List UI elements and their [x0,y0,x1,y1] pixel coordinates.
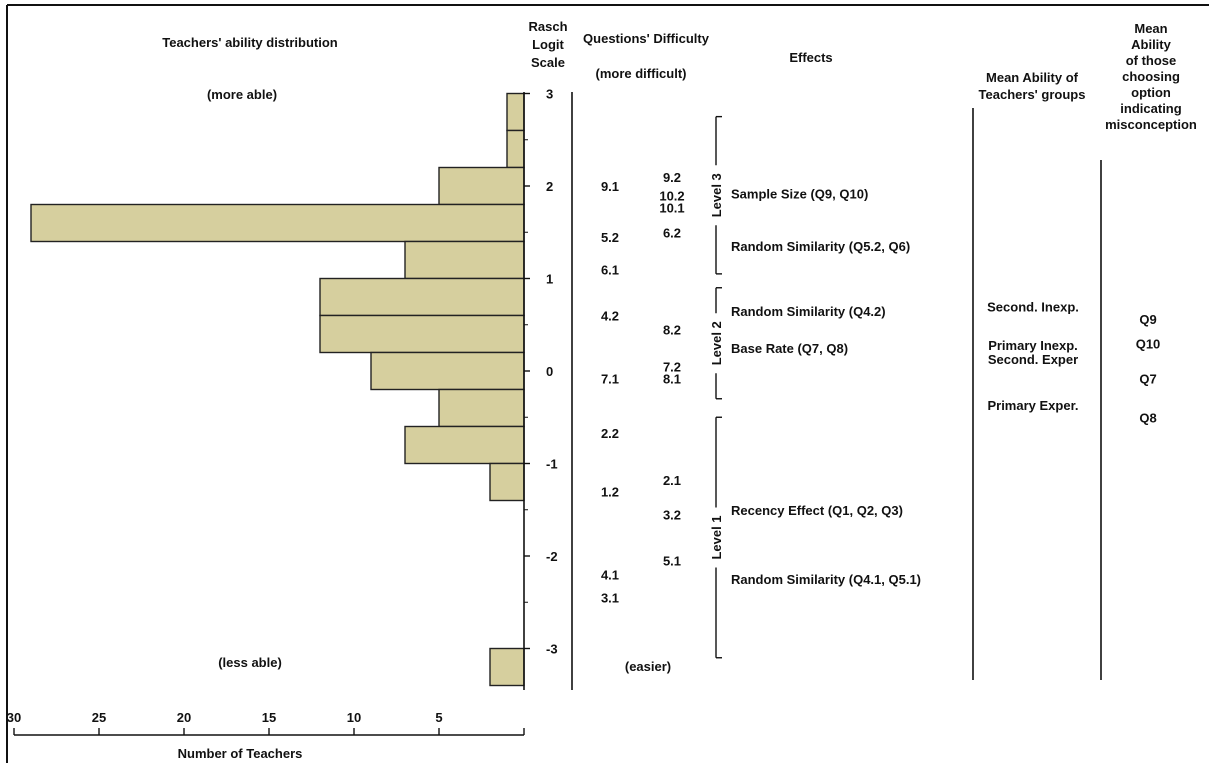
difficulty-item: 8.1 [663,371,681,386]
histogram-bar-4 [404,240,525,280]
difficulty-item: 7.2 [663,359,681,374]
groups-title-line: Teachers' groups [979,87,1086,102]
difficulty-item: 5.1 [663,554,681,569]
logit-tick-label: 1 [546,272,553,287]
histogram-bars [30,92,525,687]
histogram-bar-9 [404,425,525,465]
histogram-bar-2 [438,166,525,206]
difficulty-item: 9.2 [663,170,681,185]
count-tick-label: 20 [177,710,191,725]
count-tick-label: 10 [347,710,361,725]
difficulty-bottom-note: (easier) [625,659,671,674]
effects-title: Effects [789,50,832,65]
less-able-note: (less able) [218,655,282,670]
difficulty-title: Questions' Difficulty [583,31,710,46]
difficulty-item: 8.2 [663,322,681,337]
logit-tick-label: 0 [546,364,553,379]
misconception-item: Q10 [1136,336,1161,351]
effect-item: Recency Effect (Q1, Q2, Q3) [731,503,903,518]
difficulty-item: 2.2 [601,426,619,441]
histogram-bar-5 [319,277,525,317]
effect-item: Random Similarity (Q4.2) [731,304,886,319]
histogram-bar-1 [506,129,525,169]
logit-tick-label: 2 [546,179,553,194]
logit-tick-label: 3 [546,87,553,102]
x-axis-label: Number of Teachers [178,746,303,761]
level-label-2: Level 2 [709,321,724,365]
rasch-header-line: Logit [532,37,564,52]
difficulty-item: 5.2 [601,230,619,245]
count-tick-label: 25 [92,710,106,725]
rasch-header-line: Scale [531,55,565,70]
level-label-1: Level 1 [709,515,724,559]
logit-tick-label: -1 [546,457,558,472]
logit-tick-label: -3 [546,642,558,657]
difficulty-item: 4.2 [601,309,619,324]
misconception-item: Q8 [1139,410,1156,425]
group-item: Primary Inexp. [988,338,1078,353]
group-item: Second. Exper [988,352,1078,367]
level-label-3: Level 3 [709,173,724,217]
count-tick-label: 5 [435,710,442,725]
histogram-bar-6 [319,314,525,354]
effect-item: Sample Size (Q9, Q10) [731,186,868,201]
difficulty-item: 1.2 [601,484,619,499]
misconception-title-line: of those [1126,53,1177,68]
misconception-title-line: indicating [1120,101,1181,116]
histogram-bar-0 [506,92,525,132]
rasch-header-line: Rasch [528,19,567,34]
difficulty-item: 10.1 [659,200,684,215]
logit-tick-label: -2 [546,549,558,564]
group-item: Second. Inexp. [987,299,1079,314]
difficulty-item: 7.1 [601,371,619,386]
axes [6,4,1209,763]
difficulty-item: 3.1 [601,591,619,606]
misconception-title-line: Mean [1134,21,1167,36]
difficulty-top-note: (more difficult) [596,66,687,81]
histogram-bar-10 [489,462,525,502]
difficulty-item: 6.1 [601,262,619,277]
effect-item: Random Similarity (Q4.1, Q5.1) [731,572,921,587]
count-tick-label: 15 [262,710,276,725]
difficulty-item: 9.1 [601,179,619,194]
effect-item: Random Similarity (Q5.2, Q6) [731,239,910,254]
more-able-note: (more able) [207,87,277,102]
groups-title-line: Mean Ability of [986,70,1079,85]
histogram-bar-3 [30,203,525,243]
misconception-title-line: option [1131,85,1171,100]
histogram-bar-8 [438,388,525,428]
misconception-title-line: choosing [1122,69,1180,84]
difficulty-item: 6.2 [663,225,681,240]
misconception-title-line: misconception [1105,117,1197,132]
misconception-item: Q9 [1139,312,1156,327]
histogram-bar-11 [489,647,525,687]
difficulty-item: 3.2 [663,507,681,522]
histogram-bar-7 [370,351,525,391]
misconception-item: Q7 [1139,371,1156,386]
difficulty-item: 4.1 [601,568,619,583]
group-item: Primary Exper. [987,398,1078,413]
misconception-title-line: Ability [1131,37,1171,52]
chart-title: Teachers' ability distribution [162,35,338,50]
difficulty-item: 10.2 [659,188,684,203]
effect-item: Base Rate (Q7, Q8) [731,341,848,356]
count-tick-label: 30 [7,710,21,725]
difficulty-item: 2.1 [663,473,681,488]
